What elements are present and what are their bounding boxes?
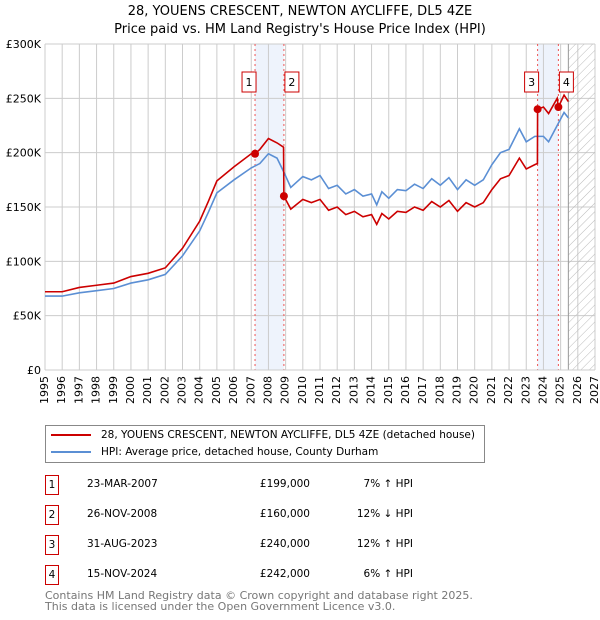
y-tick-label: £300K [6, 38, 42, 51]
sale-marker-label: 3 [45, 535, 59, 555]
y-tick-label: £200K [6, 147, 42, 160]
x-tick-label: 2007 [244, 376, 257, 404]
legend-swatch-red [51, 434, 91, 436]
x-tick-label: 2001 [141, 376, 154, 404]
sale-marker-box [558, 71, 574, 93]
sale-price: £160,000 [259, 508, 310, 520]
x-tick-label: 2011 [313, 376, 326, 404]
x-tick-label: 2022 [502, 376, 515, 404]
price-chart: 1995 1996 1997 1998 1999 2000 2001 2002 2003 2004… [6, 38, 600, 404]
x-tick-label: 2008 [261, 376, 274, 404]
sale-point [533, 105, 542, 114]
chart-subtitle: Price paid vs. HM Land Registry's House … [114, 22, 486, 37]
chart-title: 28, YOUENS CRESCENT, NEWTON AYCLIFFE, DL… [127, 4, 473, 19]
sale-point [251, 149, 260, 158]
x-tick-label: 2003 [176, 376, 189, 404]
x-tick-label: 2021 [485, 376, 498, 404]
x-tick-label: 2002 [158, 376, 171, 404]
x-tick-label: 2017 [416, 376, 429, 404]
sale-marker-label: 2 [45, 505, 59, 525]
y-tick-label: £250K [6, 92, 42, 105]
sale-row: 4 15-NOV-2024 £242,000 6% ↑ HPI [45, 565, 445, 585]
x-tick-label: 2006 [227, 376, 240, 404]
sale-marker-label: 4 [563, 76, 570, 89]
x-tick-label: 1998 [90, 376, 103, 404]
x-tick-label: 1996 [55, 376, 68, 404]
sale-date: 23-MAR-2007 [87, 478, 158, 490]
legend-item-property: 28, YOUENS CRESCENT, NEWTON AYCLIFFE, DL… [51, 429, 475, 441]
x-tick-label: 1997 [72, 376, 85, 404]
sale-date: 31-AUG-2023 [87, 538, 158, 550]
sale-marker-label: 1 [246, 76, 253, 89]
sale-hpi-diff: 12% ↓ HPI [356, 508, 413, 520]
x-tick-label: 2005 [210, 376, 223, 404]
sale-point [554, 103, 563, 112]
x-tick-label: 1999 [107, 376, 120, 404]
sale-point [279, 192, 288, 201]
x-tick-label: 2024 [536, 376, 549, 404]
sale-marker-box [284, 71, 300, 93]
legend-label: 28, YOUENS CRESCENT, NEWTON AYCLIFFE, DL… [101, 429, 475, 441]
x-tick-label: 2025 [554, 376, 567, 404]
x-tick-label: 2026 [571, 376, 584, 404]
legend: 28, YOUENS CRESCENT, NEWTON AYCLIFFE, DL… [45, 425, 485, 463]
x-tick-label: 2027 [588, 376, 600, 404]
x-tick-label: 2012 [330, 376, 343, 404]
x-tick-label: 2020 [468, 376, 481, 404]
sale-marker-label: 2 [288, 76, 295, 89]
x-tick-label: 2004 [193, 376, 206, 404]
sale-hpi-diff: 6% ↑ HPI [363, 568, 413, 580]
sale-row: 3 31-AUG-2023 £240,000 12% ↑ HPI [45, 535, 445, 555]
y-tick-label: £0 [27, 364, 41, 377]
footer: Contains HM Land Registry data © Crown c… [45, 590, 473, 612]
sale-date: 26-NOV-2008 [87, 508, 158, 520]
hpi-line [45, 111, 569, 297]
sale-row: 2 26-NOV-2008 £160,000 12% ↓ HPI [45, 505, 445, 525]
x-tick-label: 2015 [382, 376, 395, 404]
x-tick-label: 2018 [433, 376, 446, 404]
sale-marker-box [524, 71, 540, 93]
sale-hpi-diff: 7% ↑ HPI [363, 478, 413, 490]
y-tick-label: £50K [13, 310, 42, 323]
x-tick-label: 2013 [347, 376, 360, 404]
sale-marker-label: 1 [45, 475, 59, 495]
sale-price: £242,000 [259, 568, 310, 580]
x-tick-label: 2019 [451, 376, 464, 404]
sale-hpi-diff: 12% ↑ HPI [356, 538, 413, 550]
x-tick-label: 2010 [296, 376, 309, 404]
x-tick-label: 2009 [279, 376, 292, 404]
legend-label: HPI: Average price, detached house, Coun… [101, 446, 379, 458]
forecast-hatch [568, 44, 595, 370]
x-tick-label: 1995 [38, 376, 51, 404]
legend-swatch-blue [51, 451, 91, 453]
sale-price: £199,000 [259, 478, 310, 490]
x-tick-label: 2016 [399, 376, 412, 404]
x-tick-label: 2000 [124, 376, 137, 404]
legend-item-hpi: HPI: Average price, detached house, Coun… [51, 446, 378, 458]
sale-date: 15-NOV-2024 [87, 568, 158, 580]
sale-price: £240,000 [259, 538, 310, 550]
footer-line: This data is licensed under the Open Gov… [45, 600, 396, 613]
sale-marker-box [241, 71, 257, 93]
sale-marker-label: 3 [528, 76, 535, 89]
y-tick-label: £100K [6, 255, 42, 268]
x-tick-label: 2014 [365, 376, 378, 404]
property-price-line [45, 93, 570, 293]
footer-line: Contains HM Land Registry data © Crown c… [45, 589, 473, 602]
sale-row: 1 23-MAR-2007 £199,000 7% ↑ HPI [45, 475, 445, 495]
y-tick-label: £150K [6, 201, 42, 214]
x-tick-label: 2023 [519, 376, 532, 404]
sale-marker-label: 4 [45, 565, 59, 585]
